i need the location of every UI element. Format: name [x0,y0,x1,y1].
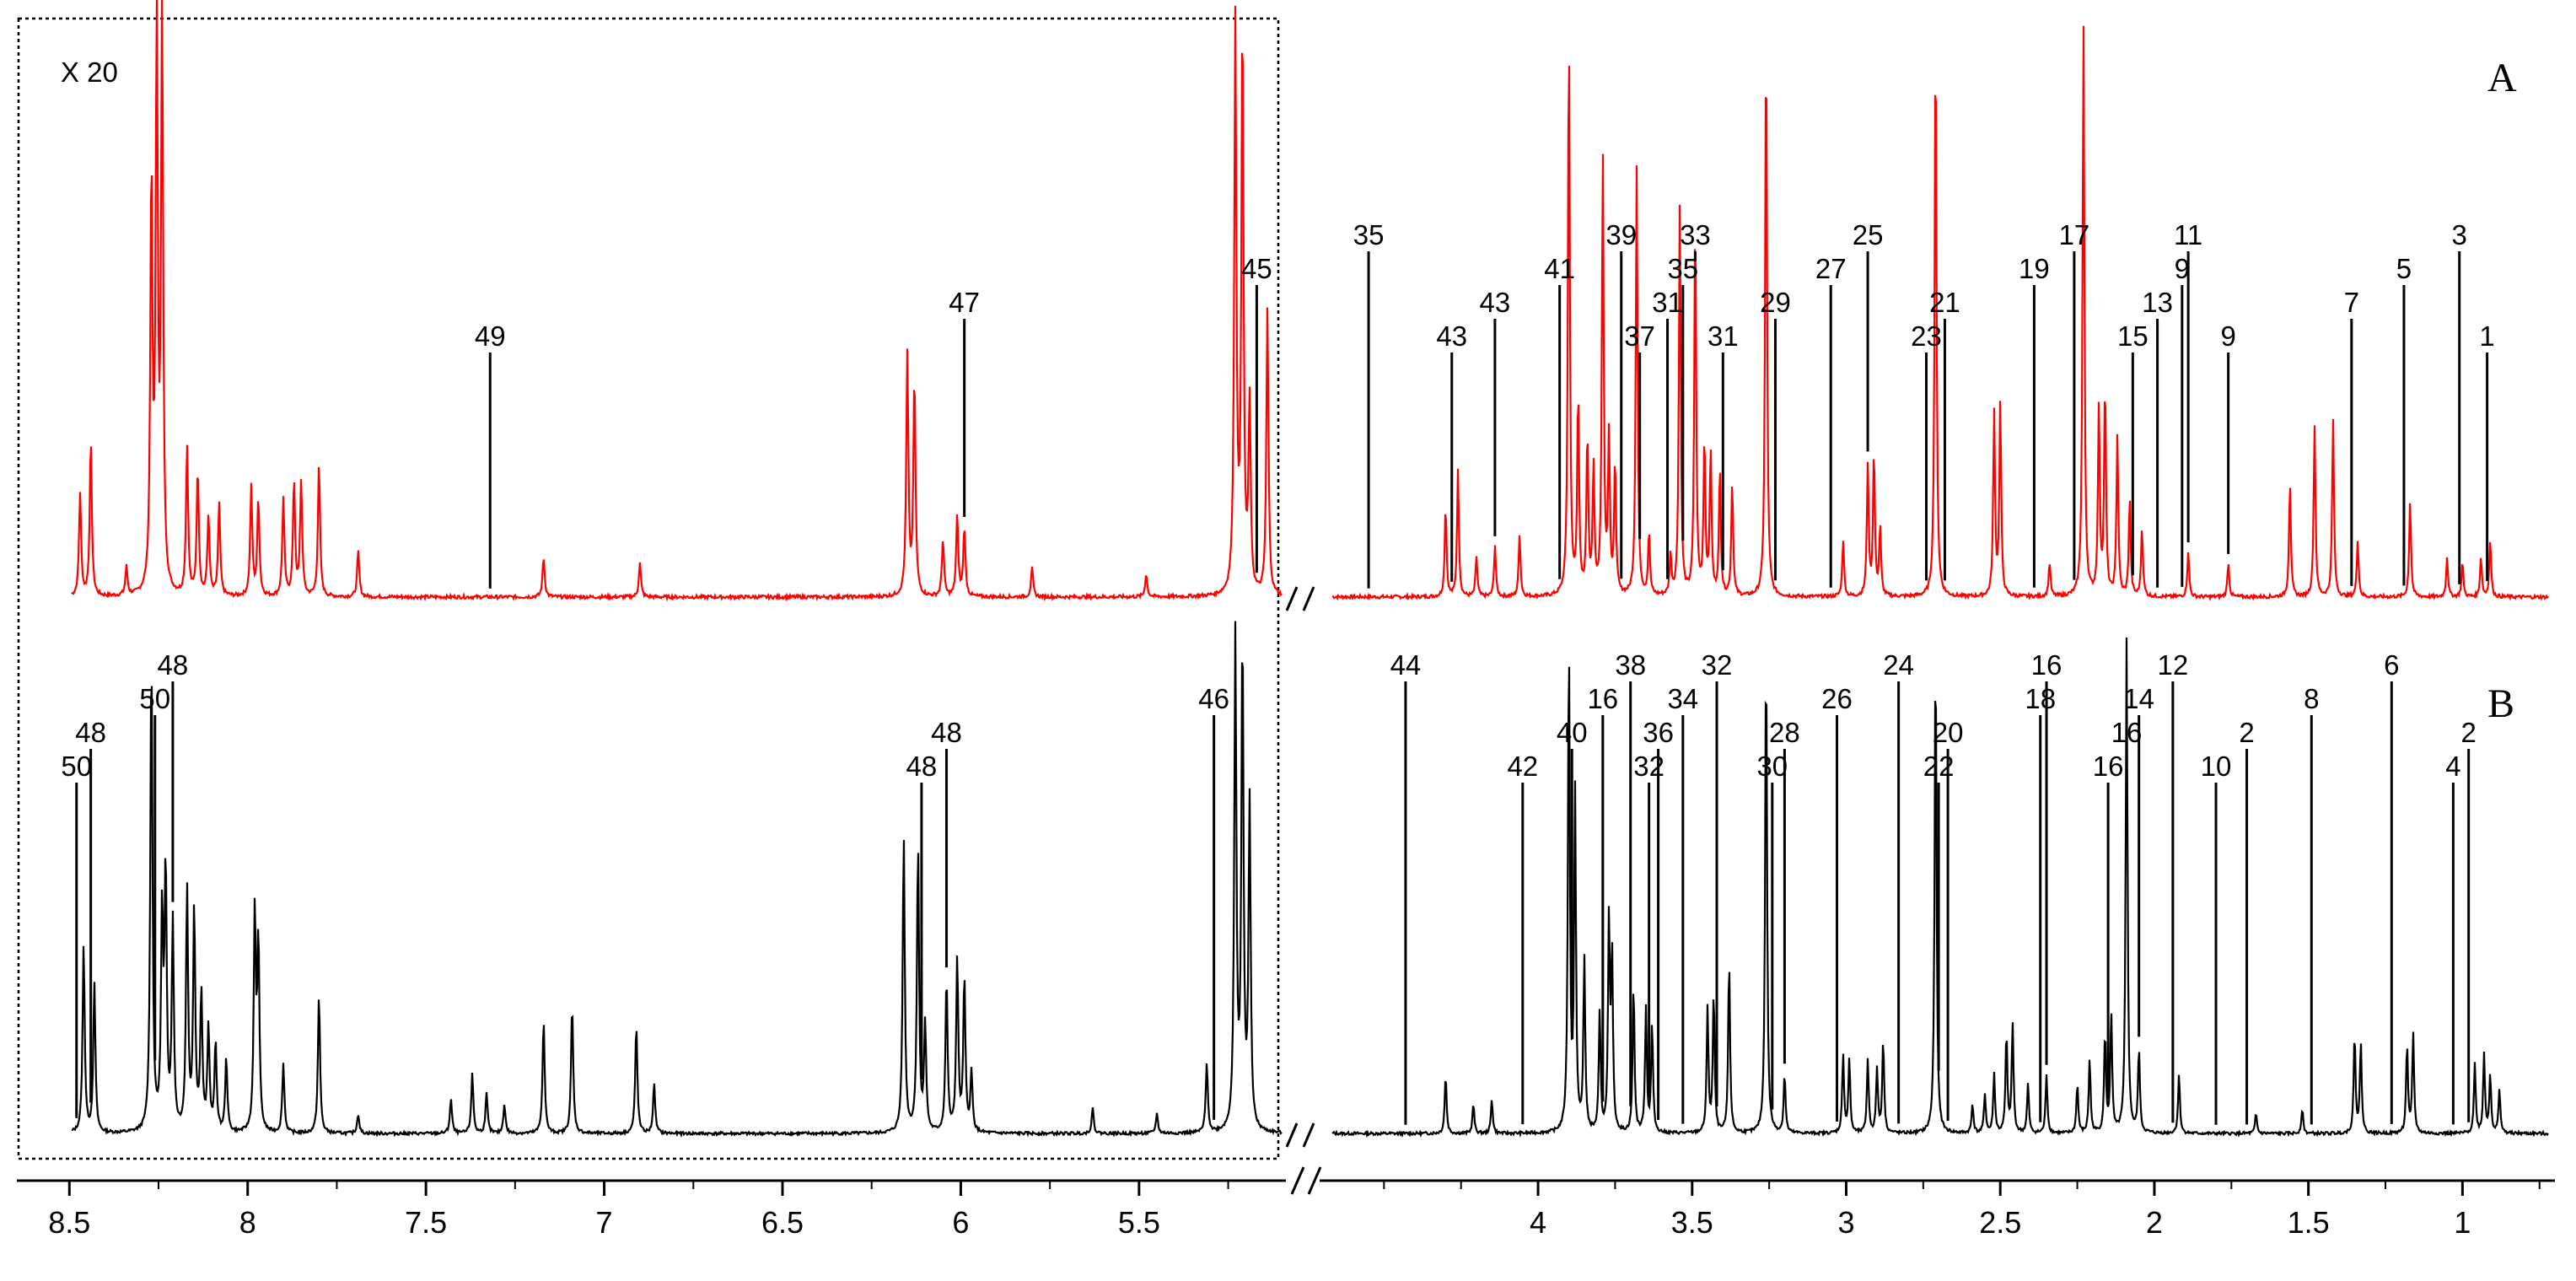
peak-label: 44 [1390,649,1422,681]
peak-label: 36 [1643,717,1674,748]
peak-label: 1 [2479,320,2494,352]
panel-b-label: B [2487,681,2514,726]
zoom-factor-label: X 20 [61,57,118,88]
peak-label: 16 [2111,717,2143,748]
x-tick-label: 7.5 [405,1205,447,1240]
x-axis: 8.5 8 7.5 7 6.5 6 5.5 4 3.5 3 2.5 2 1.5 1 [17,1166,2555,1240]
spectrum-a-trace-left [71,0,1283,602]
x-tick-label: 6.5 [761,1205,804,1240]
peak-label: 35 [1667,253,1698,284]
peak-label: 8 [2304,683,2319,714]
x-tick-label: 6 [952,1205,969,1240]
x-tick-label: 8.5 [48,1205,90,1240]
x-axis-break-mark [1307,1166,1322,1195]
x-tick-label: 8 [239,1205,256,1240]
peak-label: 25 [1853,219,1884,250]
peak-label: 48 [75,717,106,748]
peak-label: 34 [1667,683,1698,714]
axis-break-mark [1285,1122,1299,1148]
peak-label: 27 [1815,253,1847,284]
peak-label: 18 [2025,683,2056,714]
peak-label: 46 [1198,683,1229,714]
peak-label: 35 [1353,219,1385,250]
spectrum-b-trace-left [71,621,1283,1138]
x-tick-label: 1 [2454,1205,2471,1240]
peak-label: 9 [2175,253,2190,284]
peak-label: 43 [1436,320,1467,352]
x-tick-label: 3 [1837,1205,1854,1240]
axis-break-mark [1302,586,1315,611]
peak-label: 24 [1883,649,1914,681]
peak-label: 37 [1624,320,1655,352]
peak-label: 40 [1557,717,1588,748]
peak-label: 28 [1769,717,1800,748]
peak-label: 7 [2344,287,2359,318]
spectrum-a-trace-right [1331,25,2549,602]
peak-label: 4 [2445,751,2460,782]
peak-label: 13 [2142,287,2173,318]
peak-label: 29 [1760,287,1791,318]
peak-label: 19 [2019,253,2050,284]
x-tick-label: 5.5 [1118,1205,1160,1240]
peak-label: 49 [475,320,506,352]
peak-label: 21 [1929,287,1960,318]
peak-label: 42 [1507,751,1538,782]
peak-label: 26 [1821,683,1853,714]
peak-label: 22 [1923,751,1955,782]
peak-label: 20 [1933,717,1964,748]
x-axis-break-mark [1290,1166,1305,1195]
peak-label: 50 [61,751,92,782]
panel-a-label: A [2487,56,2517,100]
peak-label: 12 [2158,649,2189,681]
spectrum-a [71,0,2549,611]
spectrum-b-trace-right [1331,637,2549,1138]
spectrum-b [71,621,2549,1148]
peak-label: 32 [1702,649,1733,681]
x-tick-label: 7 [596,1205,613,1240]
peak-label: 5 [2396,253,2412,284]
peak-label: 48 [158,649,189,681]
peak-label: 2 [2460,717,2476,748]
x-tick-label: 2 [2146,1205,2163,1240]
x-tick-label: 1.5 [2288,1205,2330,1240]
peak-label: 9 [2220,320,2235,352]
peak-label: 43 [1480,287,1511,318]
zoom-region-box [17,17,1280,1160]
peak-label: 16 [2093,751,2124,782]
axis-break-mark [1285,586,1299,611]
peak-label: 32 [1633,751,1664,782]
peak-label: 14 [2123,683,2154,714]
peak-label: 17 [2059,219,2090,250]
peak-label: 45 [1241,253,1272,284]
peak-label: 23 [1911,320,1942,352]
peak-label: 31 [1652,287,1683,318]
axis-break-mark [1302,1122,1315,1148]
peak-label: 31 [1707,320,1739,352]
x-tick-label: 2.5 [1979,1205,2021,1240]
peak-label: 15 [2117,320,2148,352]
peak-label: 2 [2239,717,2254,748]
peak-label: 33 [1680,219,1711,250]
peak-label: 11 [2174,219,2202,250]
x-tick-label: 3.5 [1671,1205,1713,1240]
peak-label: 30 [1756,751,1788,782]
peak-label: 39 [1605,219,1637,250]
peak-label: 47 [949,287,980,318]
peak-annotations: 4947453543434139373135333129272523211917… [61,219,2495,1125]
peak-label: 38 [1615,649,1646,681]
x-tick-label: 4 [1530,1205,1546,1240]
peak-label: 6 [2384,649,2399,681]
peak-label: 10 [2201,751,2232,782]
peak-label: 16 [2031,649,2062,681]
peak-label: 48 [931,717,962,748]
peak-label: 48 [906,751,938,782]
peak-label: 50 [139,683,170,714]
peak-label: 3 [2452,219,2467,250]
peak-label: 41 [1544,253,1575,284]
peak-label: 16 [1587,683,1618,714]
